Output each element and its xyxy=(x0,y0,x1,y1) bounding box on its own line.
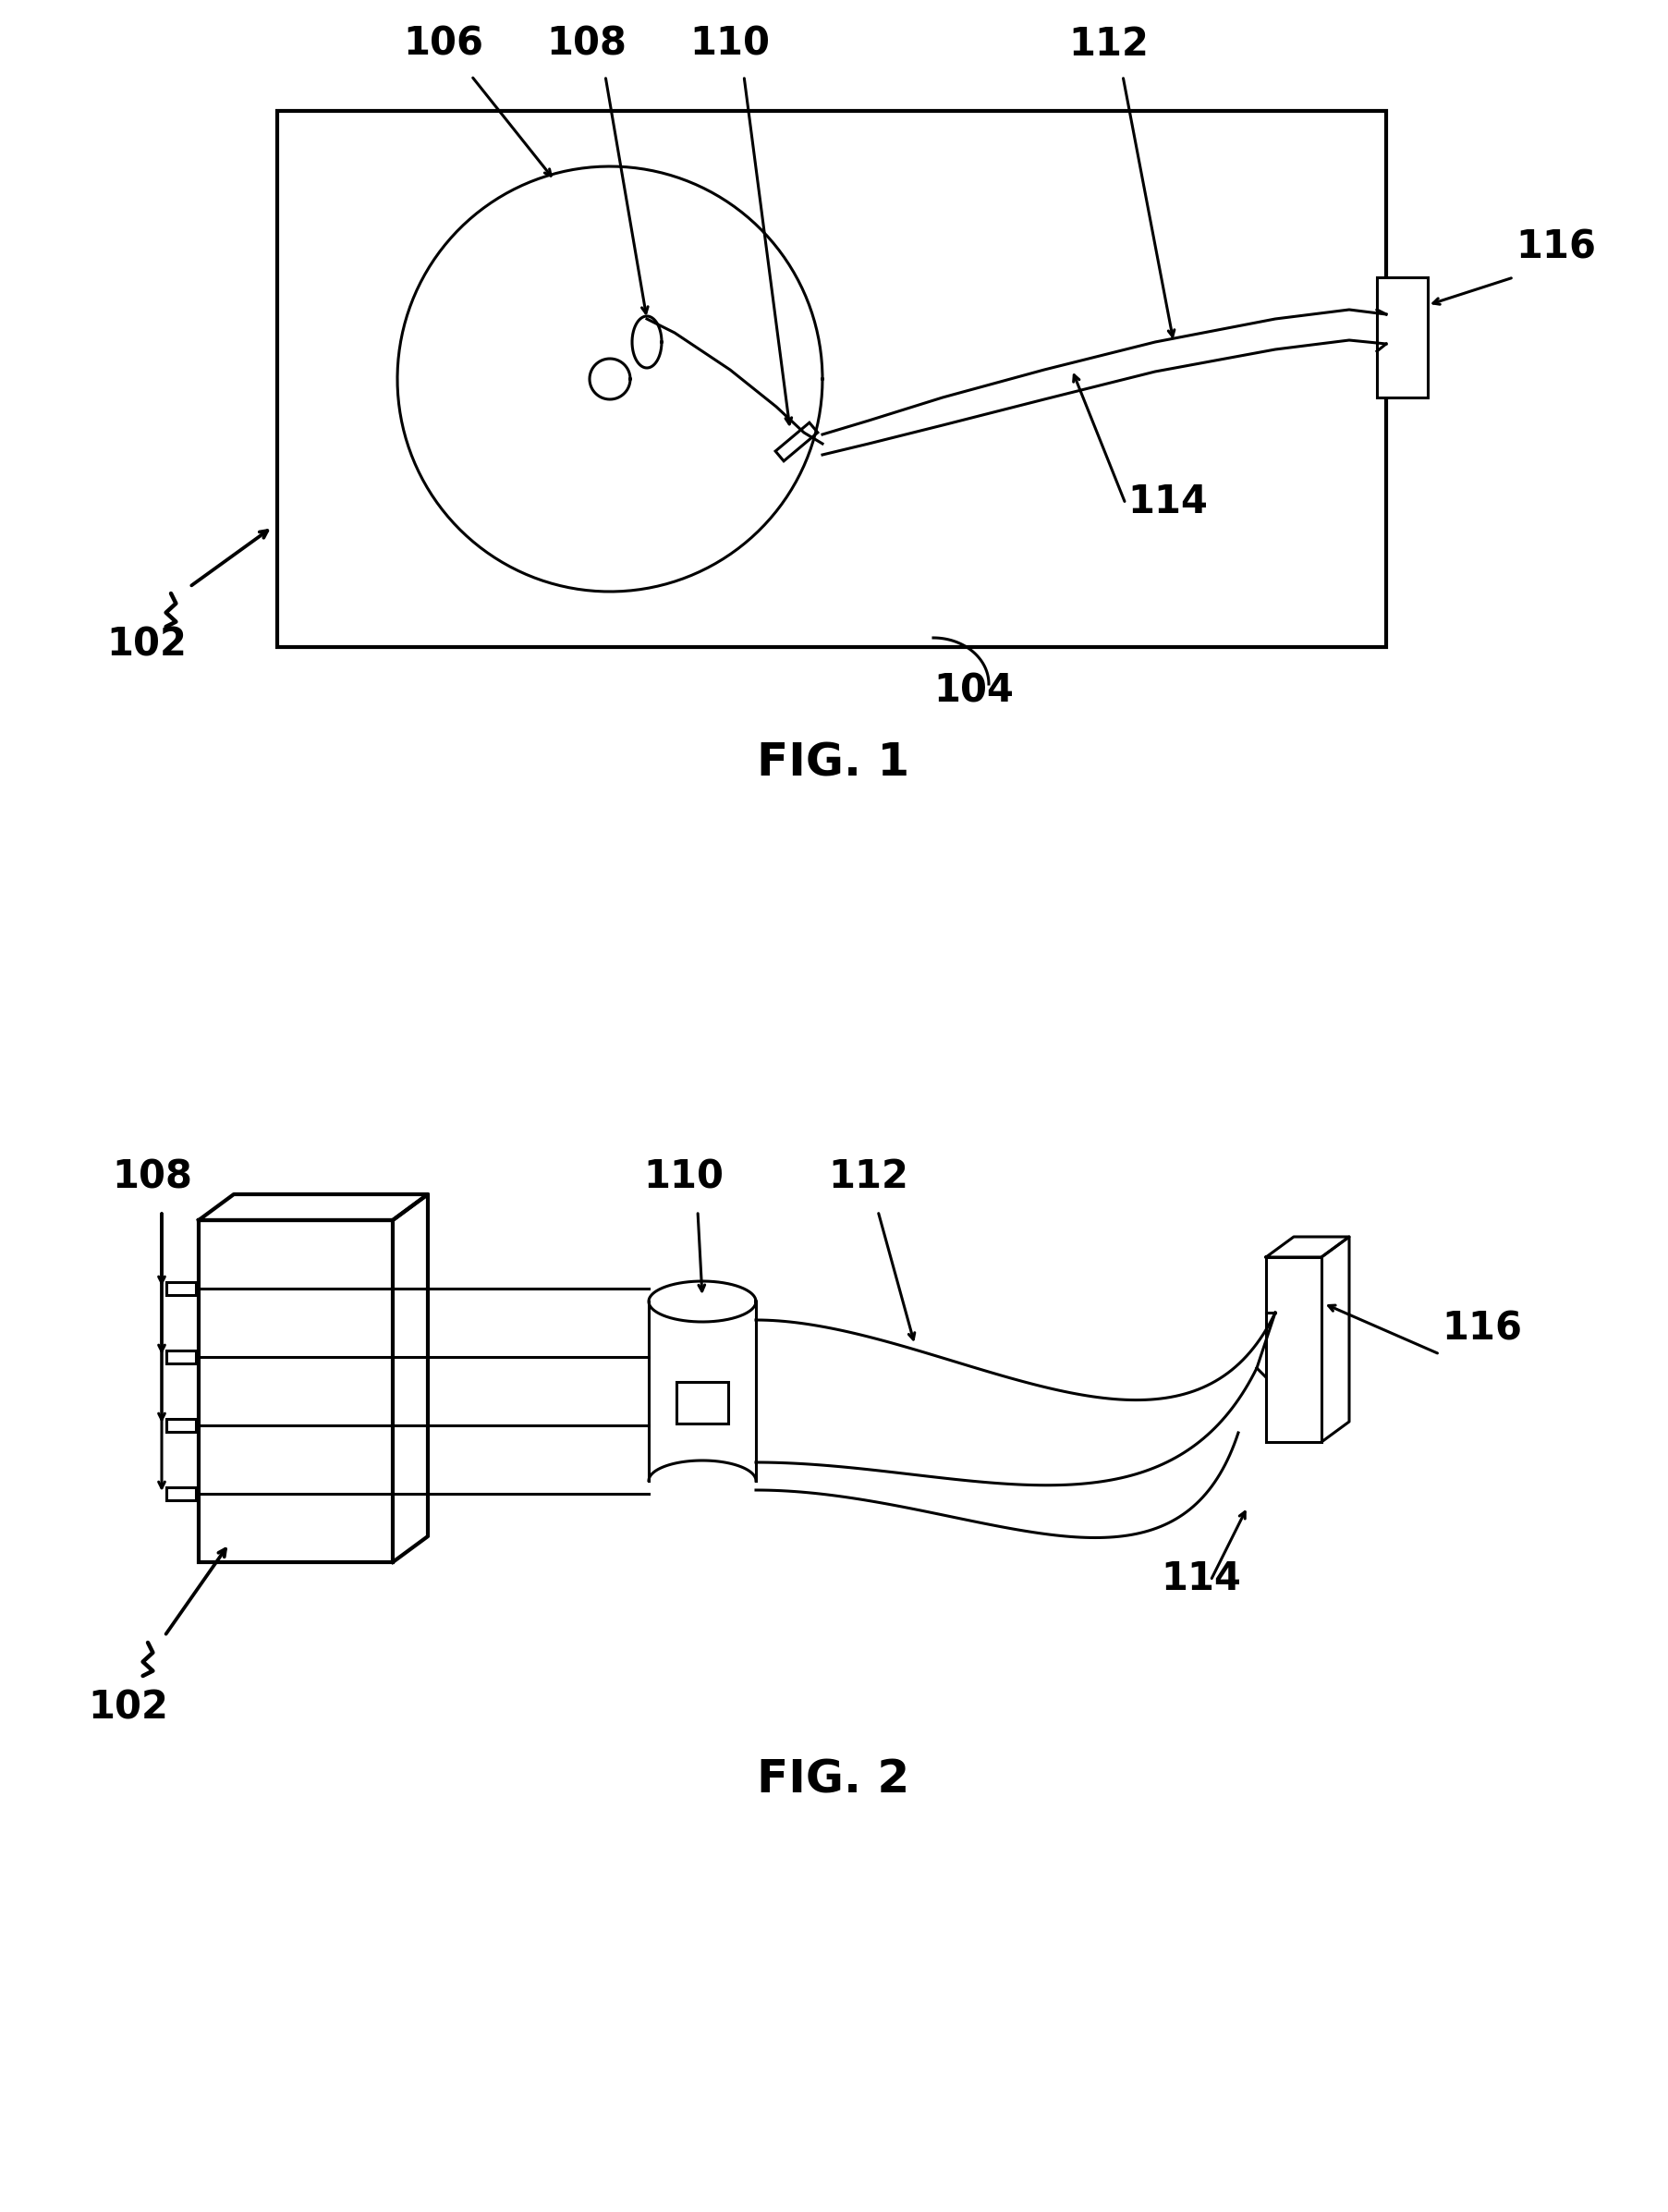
Bar xyxy=(1266,1256,1321,1442)
Text: 114: 114 xyxy=(1128,482,1208,522)
Bar xyxy=(277,111,1386,648)
Text: FIG. 1: FIG. 1 xyxy=(757,741,909,785)
Bar xyxy=(167,1486,195,1500)
Bar xyxy=(167,1418,195,1431)
Text: 102: 102 xyxy=(107,626,187,664)
Text: 112: 112 xyxy=(1069,24,1149,64)
Bar xyxy=(198,1221,392,1562)
Text: 108: 108 xyxy=(547,24,627,64)
Text: 116: 116 xyxy=(1441,1310,1521,1349)
Bar xyxy=(167,1352,195,1363)
Bar xyxy=(776,422,817,460)
Bar xyxy=(677,1382,729,1425)
Text: 114: 114 xyxy=(1161,1559,1241,1599)
Bar xyxy=(1376,276,1428,398)
Bar xyxy=(167,1283,195,1294)
Text: 116: 116 xyxy=(1516,228,1596,268)
Text: 102: 102 xyxy=(88,1688,168,1728)
Text: 104: 104 xyxy=(934,672,1014,710)
Text: 110: 110 xyxy=(691,24,771,64)
Text: 106: 106 xyxy=(404,24,484,64)
Text: FIG. 2: FIG. 2 xyxy=(757,1759,909,1803)
Text: 110: 110 xyxy=(644,1157,724,1197)
Text: 112: 112 xyxy=(829,1157,909,1197)
Text: 108: 108 xyxy=(112,1157,193,1197)
